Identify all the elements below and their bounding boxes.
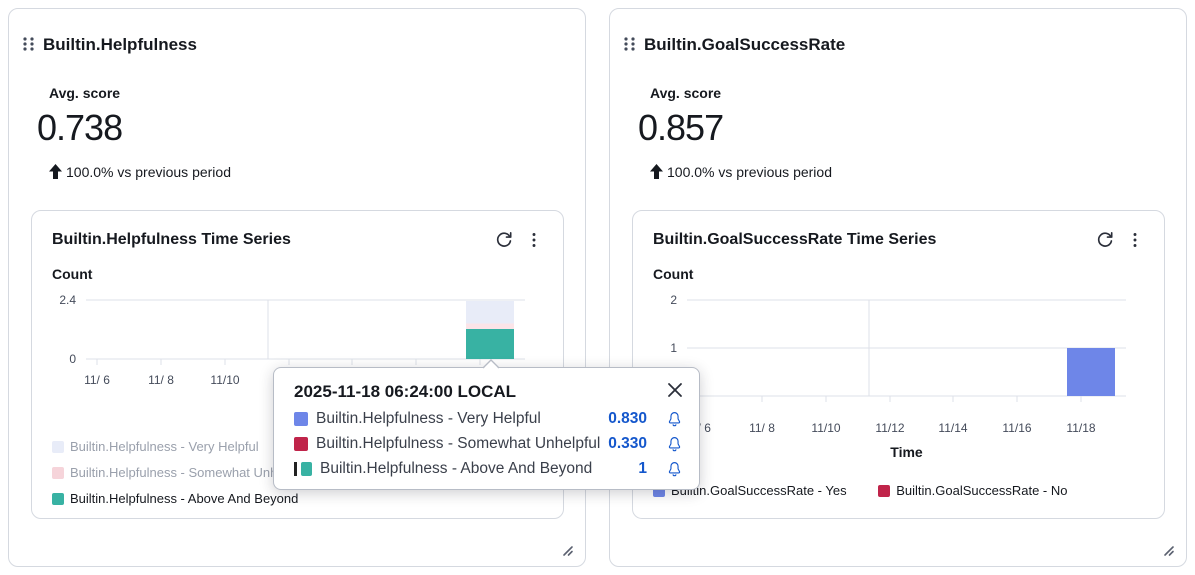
svg-text:0: 0	[69, 352, 76, 366]
svg-text:2: 2	[670, 293, 677, 307]
svg-text:2.4: 2.4	[59, 293, 76, 307]
svg-text:1: 1	[670, 341, 677, 355]
